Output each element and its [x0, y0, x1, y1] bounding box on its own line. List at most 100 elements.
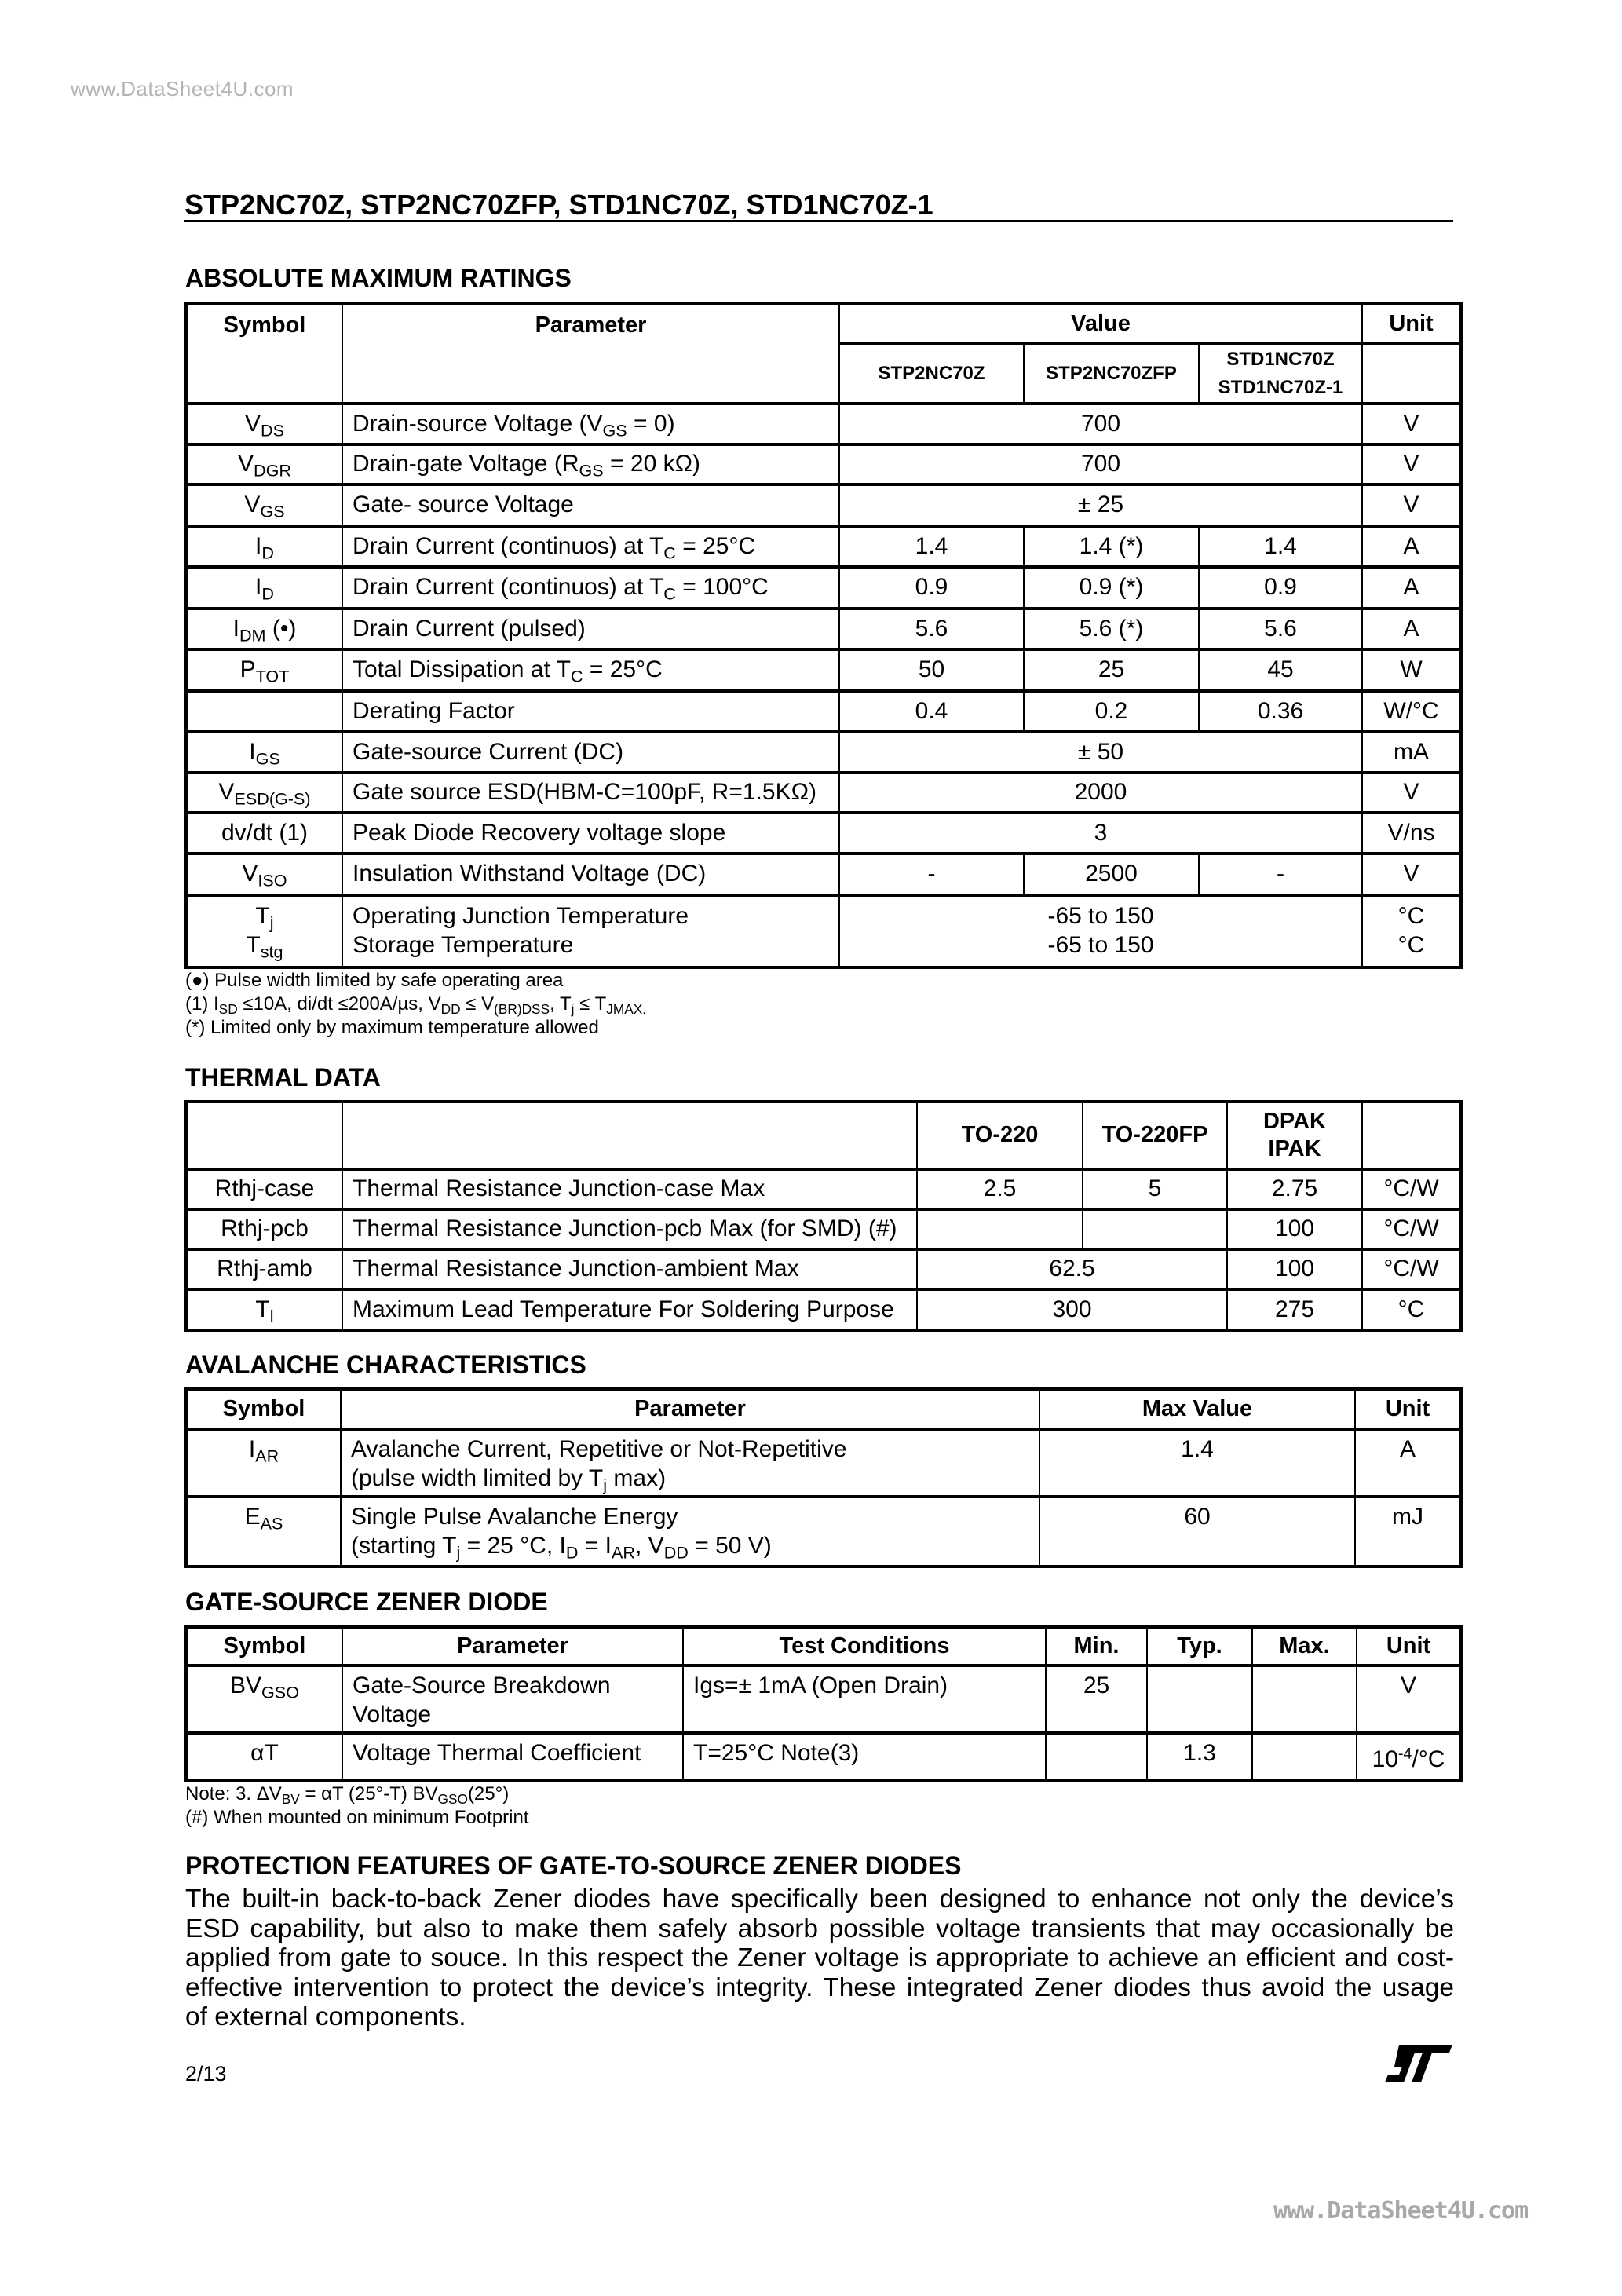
text: 2.75 — [1271, 1175, 1318, 1202]
subscript: l — [269, 1306, 274, 1326]
subscript: DM — [239, 625, 266, 645]
value-cell — [1251, 1664, 1357, 1735]
table-row: IGS Gate-source Current (DC) ± 50 mA — [185, 730, 1463, 774]
text: (●) Pulse width limited by safe operatin… — [185, 970, 564, 991]
line: IPAK — [1237, 1135, 1352, 1163]
text: = 100°C — [675, 574, 769, 601]
subscript: C — [663, 583, 676, 604]
text: STD1NC70Z — [1226, 349, 1335, 370]
header-unit: Unit — [1356, 1625, 1462, 1667]
value-cell: 0.9 (*) — [1023, 565, 1200, 610]
text: = 20 kΩ) — [603, 451, 701, 477]
text: 45 — [1267, 656, 1294, 683]
subscript: BV — [281, 1791, 300, 1808]
subscript: GSO — [261, 1682, 300, 1702]
text: Thermal Resistance Junction-pcb Max (for… — [353, 1216, 897, 1242]
value-cell: - — [838, 852, 1025, 897]
page-number: 2/13 — [185, 2062, 227, 2086]
paragraph-line: applied from gate to souce. In this resp… — [185, 1943, 1454, 1972]
subscript: GS — [260, 501, 285, 521]
parameter-cell: Thermal Resistance Junction-ambient Max — [342, 1248, 918, 1291]
value-cell: 700 — [838, 443, 1364, 486]
text: Rthj-case — [214, 1175, 315, 1202]
parameter-cell: Derating Factor — [342, 689, 840, 733]
text: Igs=± 1mA (Open Drain) — [693, 1673, 948, 1698]
header-unit-blank — [1361, 342, 1463, 405]
title-rule — [184, 220, 1453, 222]
test-conditions-cell: Igs=± 1mA (Open Drain) — [682, 1664, 1047, 1735]
symbol-cell: ID — [185, 565, 343, 610]
zener-table: Symbol Parameter Test Conditions Min. Ty… — [184, 1625, 1463, 1782]
symbol-cell: Tl — [185, 1288, 343, 1332]
text: V — [242, 861, 258, 887]
text: 0.9 (*) — [1079, 574, 1144, 601]
subscript: C — [663, 543, 676, 563]
parameter-cell: Voltage Thermal Coefficient — [342, 1731, 684, 1782]
value-cell: 1.3 — [1146, 1731, 1253, 1782]
protection-paragraph: The built-in back-to-back Zener diodes h… — [185, 1885, 1454, 2032]
parameter-cell: Single Pulse Avalanche Energy (starting T… — [340, 1495, 1040, 1568]
header-value: Value — [838, 302, 1364, 345]
text: 25 — [1098, 656, 1125, 683]
footnote: (*) Limited only by maximum temperature … — [185, 1016, 646, 1040]
avalanche-table: Symbol Parameter Max Value Unit IAR Avala… — [184, 1387, 1463, 1568]
line: Gate-Source Breakdown — [353, 1672, 673, 1701]
subscript: SD — [218, 1001, 238, 1018]
text: 300 — [1052, 1296, 1092, 1322]
table-row: BVGSO Gate-Source Breakdown Voltage Igs=± 1… — [185, 1664, 1462, 1735]
text: = 25 °C, I — [460, 1532, 566, 1559]
symbol-cell: ID — [185, 525, 343, 569]
value-cell: 1.4 — [838, 525, 1025, 569]
section-heading-absolute-max: ABSOLUTE MAXIMUM RATINGS — [185, 264, 572, 292]
symbol-cell: VDGR — [185, 443, 343, 486]
text: (1) I — [185, 993, 219, 1015]
parameter-cell: Drain Current (continuos) at TC = 100°C — [342, 565, 840, 610]
header-parameter: Parameter — [340, 1387, 1040, 1431]
text: 3 — [1094, 819, 1108, 846]
table-row: αT Voltage Thermal Coefficient T=25°C Note… — [185, 1731, 1462, 1782]
test-conditions-cell: T=25°C Note(3) — [682, 1731, 1047, 1782]
text: T=25°C Note(3) — [693, 1740, 860, 1766]
text: 5.6 (*) — [1079, 615, 1144, 642]
text: V — [1403, 492, 1419, 518]
text: (starting T — [351, 1532, 457, 1559]
symbol-cell: BVGSO — [185, 1664, 343, 1735]
subscript: ISO — [258, 870, 287, 890]
subscript: AS — [260, 1513, 283, 1534]
unit-cell: V — [1356, 1664, 1462, 1735]
text: αT — [250, 1740, 279, 1766]
symbol-cell: Rthj-amb — [185, 1248, 343, 1291]
text: 0.2 — [1094, 697, 1128, 724]
watermark-bottom: www.DataSheet4U.com — [1273, 2197, 1529, 2225]
text: V — [1403, 451, 1419, 477]
unit-cell: °C/W — [1361, 1168, 1462, 1211]
value-cell: 3 — [838, 811, 1364, 855]
text: Note: 3. ΔV — [185, 1783, 282, 1804]
symbol-cell: VESD(G-S) — [185, 771, 343, 814]
subscript: TOT — [255, 666, 290, 686]
absolute-max-table: Symbol Parameter Value Unit STP2NC70Z STP… — [184, 302, 1463, 969]
text: Total Dissipation at T — [353, 656, 571, 683]
parameter-cell: Drain Current (continuos) at TC = 25°C — [342, 525, 840, 569]
text: 50 — [918, 656, 945, 683]
value-cell: 2.75 — [1226, 1168, 1363, 1211]
text: °C/W — [1383, 1216, 1439, 1242]
text: Drain Current (continuos) at T — [353, 574, 664, 601]
text: ≤ T — [574, 993, 607, 1015]
line: °C — [1372, 902, 1450, 931]
table-row: PTOT Total Dissipation at TC = 25°C 50 25 45… — [185, 648, 1463, 693]
subscript: GS — [602, 420, 627, 441]
unit-cell: °C/W — [1361, 1248, 1462, 1291]
value-cell: 1.4 — [1039, 1428, 1356, 1498]
subscript: GS — [255, 748, 280, 769]
value-cell: 0.36 — [1197, 689, 1364, 733]
text: Thermal Resistance Junction-case Max — [353, 1175, 765, 1202]
symbol-cell: IDM (•) — [185, 607, 343, 651]
text: 700 — [1080, 410, 1121, 437]
text: = 50 V) — [688, 1532, 772, 1559]
text: 1.4 — [915, 532, 948, 559]
text: ≤10A, di/dt ≤200A/µs, V — [237, 993, 441, 1015]
text: Derating Factor — [353, 697, 515, 724]
text: I — [249, 738, 256, 765]
text: ± 25 — [1077, 492, 1124, 518]
